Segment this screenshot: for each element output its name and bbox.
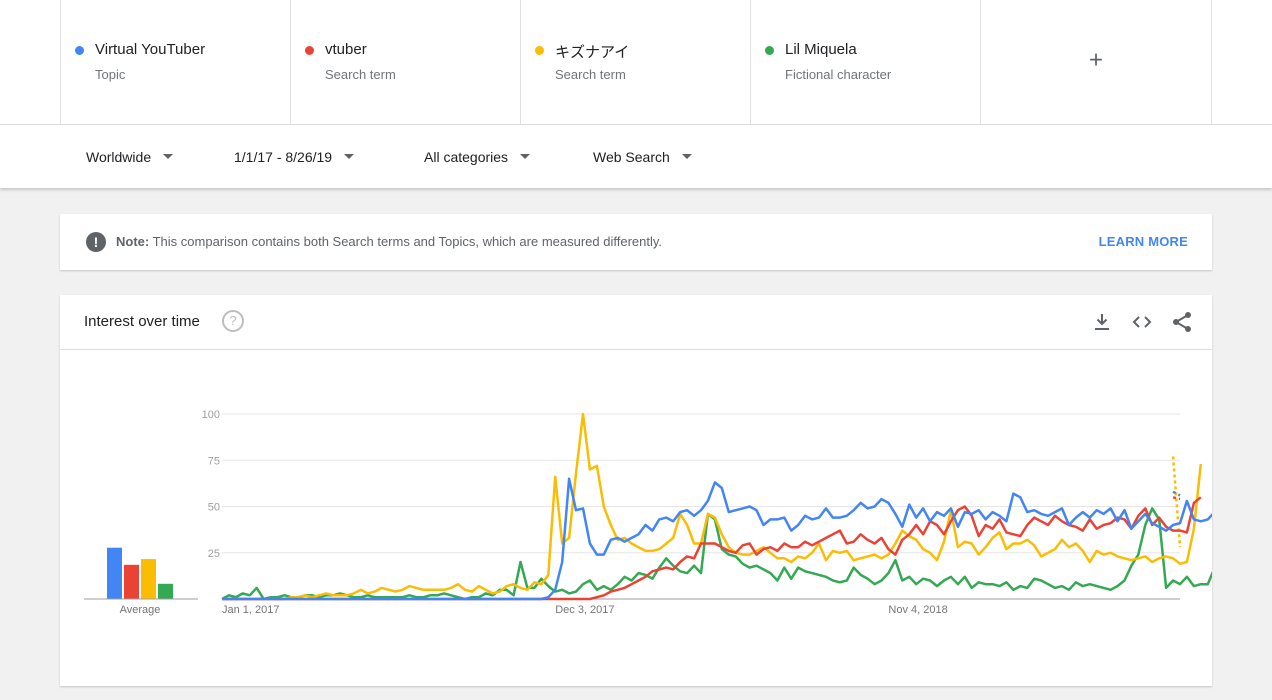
- search-type-label: Web Search: [593, 148, 670, 165]
- average-bar: [141, 559, 156, 599]
- embed-icon[interactable]: [1130, 310, 1154, 334]
- region-label: Worldwide: [86, 148, 152, 165]
- term-card-2[interactable]: vtuber Search term: [290, 0, 520, 124]
- series-partial-line: [1172, 496, 1181, 501]
- series-partial-line: [1171, 456, 1182, 548]
- series-line: [222, 477, 1212, 601]
- interest-over-time-card: Interest over time ? 100 75 50 25 Jan 1, 201…: [60, 295, 1212, 686]
- note-text: This comparison contains both Search ter…: [152, 234, 663, 249]
- caret-down-icon: [520, 154, 531, 159]
- search-type-dropdown[interactable]: Web Search: [593, 125, 692, 188]
- filter-bar: Worldwide 1/1/17 - 8/26/19 All categorie…: [0, 125, 1272, 188]
- term-card-4[interactable]: Lil Miquela Fictional character: [750, 0, 980, 124]
- region-dropdown[interactable]: Worldwide: [86, 125, 174, 188]
- note-card: ! Note: This comparison contains both Se…: [60, 214, 1212, 270]
- term-type: Search term: [325, 67, 396, 82]
- series-line: [222, 412, 1203, 601]
- series-line: [221, 507, 1212, 601]
- x-tick-label: Jan 1, 2017: [222, 604, 280, 616]
- chart-card-header: Interest over time ?: [60, 295, 1212, 350]
- note-message: Note: This comparison contains both Sear…: [116, 234, 662, 249]
- y-tick-label: 25: [208, 548, 220, 560]
- series-partial-line: [1172, 490, 1181, 497]
- term-name: Virtual YouTuber: [95, 41, 206, 58]
- y-tick-label: 100: [202, 409, 220, 421]
- y-tick-label: 75: [208, 455, 220, 467]
- download-icon[interactable]: [1090, 310, 1114, 334]
- comparison-terms-bar: Virtual YouTuber Topic vtuber Search ter…: [0, 0, 1272, 125]
- term-name: キズナアイ: [555, 44, 630, 61]
- caret-down-icon: [681, 154, 692, 159]
- series-color-dot: [305, 46, 314, 55]
- add-comparison-button[interactable]: +: [980, 0, 1212, 124]
- term-type: Topic: [95, 67, 126, 82]
- term-type: Fictional character: [785, 67, 892, 82]
- average-label: Average: [120, 604, 161, 616]
- series-color-dot: [535, 46, 544, 55]
- date-range-dropdown[interactable]: 1/1/17 - 8/26/19: [234, 125, 355, 188]
- category-dropdown[interactable]: All categories: [424, 125, 531, 188]
- x-tick-label: Dec 3, 2017: [555, 604, 614, 616]
- term-name: Lil Miquela: [785, 41, 857, 58]
- category-label: All categories: [424, 148, 509, 165]
- alert-icon: !: [86, 232, 106, 252]
- plus-icon: +: [1088, 46, 1104, 74]
- caret-down-icon: [344, 154, 355, 159]
- date-range-label: 1/1/17 - 8/26/19: [234, 148, 333, 165]
- series-color-dot: [75, 46, 84, 55]
- average-bar: [124, 564, 139, 599]
- term-type: Search term: [555, 67, 626, 82]
- help-icon[interactable]: ?: [222, 310, 244, 332]
- note-label: Note:: [116, 234, 150, 249]
- interest-over-time-chart[interactable]: 100 75 50 25 Jan 1, 2017 Dec 3, 2017 Nov 4, 20…: [60, 349, 1212, 686]
- learn-more-link[interactable]: LEARN MORE: [1098, 234, 1188, 249]
- share-icon[interactable]: [1170, 310, 1194, 334]
- average-bar: [158, 583, 173, 599]
- term-card-1[interactable]: Virtual YouTuber Topic: [60, 0, 290, 124]
- series-color-dot: [765, 46, 774, 55]
- term-name: vtuber: [325, 41, 367, 58]
- y-tick-label: 50: [208, 502, 220, 514]
- term-card-3[interactable]: キズナアイ Search term: [520, 0, 750, 124]
- x-tick-label: Nov 4, 2018: [888, 604, 947, 616]
- chart-title: Interest over time: [84, 313, 200, 330]
- average-bar: [107, 547, 122, 599]
- caret-down-icon: [163, 154, 174, 159]
